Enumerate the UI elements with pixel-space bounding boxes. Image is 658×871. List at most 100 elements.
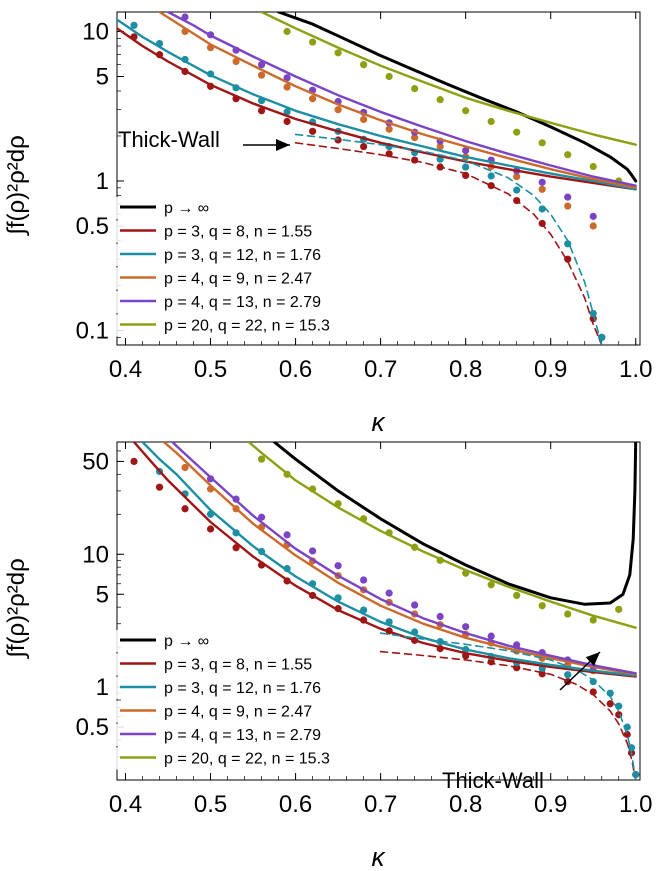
- data-point: [589, 309, 597, 318]
- data-point: [283, 83, 291, 91]
- data-point: [564, 151, 572, 159]
- data-point: [257, 107, 266, 115]
- data-point: [181, 463, 189, 472]
- data-point: [385, 72, 393, 81]
- data-point: [283, 74, 291, 82]
- data-point: [513, 186, 521, 194]
- data-point: [538, 139, 546, 147]
- legend-bg: [116, 653, 356, 676]
- data-point: [360, 61, 368, 69]
- data-point: [232, 57, 240, 66]
- legend-bg: [116, 724, 356, 746]
- x-tick-label: 0.5: [194, 356, 227, 383]
- legend-bg: [116, 267, 356, 290]
- thick-wall-curve: [379, 632, 637, 780]
- series-line: [260, 12, 637, 146]
- data-point: [360, 142, 368, 151]
- x-tick-label: 1.0: [619, 791, 652, 818]
- data-point: [130, 457, 138, 466]
- legend-bg: [116, 197, 356, 219]
- chart-panel-top: 0.4 0.5 0.6 0.7 0.8 0.9 1.0 0.1 0.5 1 5 10 p → ∞ p = …: [3, 11, 652, 437]
- legend-bg: [116, 220, 356, 243]
- data-point: [538, 178, 546, 186]
- plot-area-top: 0.4 0.5 0.6 0.7 0.8 0.9 1.0 0.1 0.5 1 5 10 p → ∞ p = …: [76, 11, 652, 383]
- data-point: [360, 576, 368, 584]
- y-tick-label: 5: [96, 63, 109, 90]
- x-tick-label: 0.4: [109, 791, 142, 818]
- x-tick-label: 0.5: [194, 791, 227, 818]
- data-point: [538, 185, 546, 193]
- plot-area-bottom: 0.4 0.5 0.6 0.7 0.8 0.9 1.0 0.5 1 5 10 50 p → ∞ p = 3…: [76, 441, 652, 818]
- data-point: [462, 107, 470, 115]
- data-point: [462, 163, 470, 171]
- y-axis-label-top: ∫f(ρ)²ρ²dρ: [3, 135, 30, 237]
- y-tick-label: 1: [96, 168, 109, 195]
- data-point: [385, 150, 393, 158]
- y-tick-label: 0.5: [76, 213, 109, 240]
- legend-label: p = 3, q = 8, n = 1.55: [164, 657, 312, 674]
- legend-label: p = 20, q = 22, n = 15.3: [164, 318, 330, 335]
- legend-bg: [116, 677, 356, 699]
- data-point: [538, 602, 546, 610]
- y-tick-label: 1: [96, 674, 109, 701]
- data-point: [308, 127, 317, 135]
- legend-label: p = 4, q = 13, n = 2.79: [164, 727, 321, 744]
- x-tick-label: 0.6: [279, 791, 312, 818]
- series-line: [162, 442, 637, 676]
- data-point: [589, 162, 597, 171]
- x-tick-label: 1.0: [619, 356, 652, 383]
- y-tick-label: 0.1: [76, 318, 109, 345]
- x-tick-label: 0.7: [364, 356, 397, 383]
- legend-label: p = 3, q = 8, n = 1.55: [164, 224, 312, 241]
- data-point: [411, 601, 419, 609]
- data-point: [283, 531, 291, 539]
- y-tick-label: 0.5: [76, 714, 109, 741]
- data-point: [257, 71, 266, 79]
- chart-panel-bottom: 0.4 0.5 0.6 0.7 0.8 0.9 1.0 0.5 1 5 10 50 p → ∞ p = 3…: [3, 441, 652, 871]
- data-point: [411, 134, 419, 142]
- legend-bg: [116, 291, 356, 313]
- data-point: [181, 505, 189, 513]
- data-point: [411, 84, 419, 93]
- legend-label: p = 20, q = 22, n = 15.3: [164, 751, 330, 768]
- annotation-label: Thick-Wall: [442, 768, 544, 793]
- x-tick-label: 0.9: [534, 791, 567, 818]
- data-point: [257, 61, 266, 69]
- series-line: [117, 27, 637, 191]
- plot-frame: [116, 11, 641, 346]
- x-tick-label: 0.8: [449, 356, 482, 383]
- data-point: [308, 547, 317, 555]
- data-point: [283, 117, 291, 126]
- legend-label: p = 3, q = 12, n = 1.76: [164, 680, 321, 697]
- x-tick-label: 0.7: [364, 791, 397, 818]
- data-point: [627, 744, 636, 752]
- annotation-arrowhead: [276, 139, 290, 151]
- data-point: [513, 173, 521, 181]
- series-line: [158, 12, 637, 189]
- series-line: [117, 18, 637, 191]
- data-point: [436, 142, 444, 151]
- legend-label: p = 4, q = 9, n = 2.47: [164, 271, 312, 288]
- data-point: [283, 108, 291, 116]
- data-point: [385, 125, 393, 133]
- data-point: [462, 146, 470, 155]
- annotation-arrowhead: [585, 652, 600, 666]
- data-point: [564, 610, 572, 618]
- x-tick-label: 0.6: [279, 356, 312, 383]
- legend-bg: [116, 314, 356, 337]
- data-point: [564, 193, 572, 201]
- y-tick-label: 5: [96, 581, 109, 608]
- series-line: [141, 442, 637, 677]
- legend-bg: [116, 630, 356, 652]
- series-line: [272, 442, 638, 606]
- y-axis-label-bottom: ∫f(ρ)²ρ²dρ: [3, 558, 30, 660]
- y-tick-label: 50: [82, 448, 109, 475]
- legend-label: p → ∞: [164, 200, 209, 217]
- data-point: [436, 612, 444, 621]
- data-point: [155, 483, 164, 491]
- data-point: [308, 95, 317, 103]
- x-tick-label: 0.8: [449, 791, 482, 818]
- thick-wall-curve: [379, 650, 637, 780]
- legend-label: p → ∞: [164, 633, 209, 650]
- data-point: [487, 117, 495, 126]
